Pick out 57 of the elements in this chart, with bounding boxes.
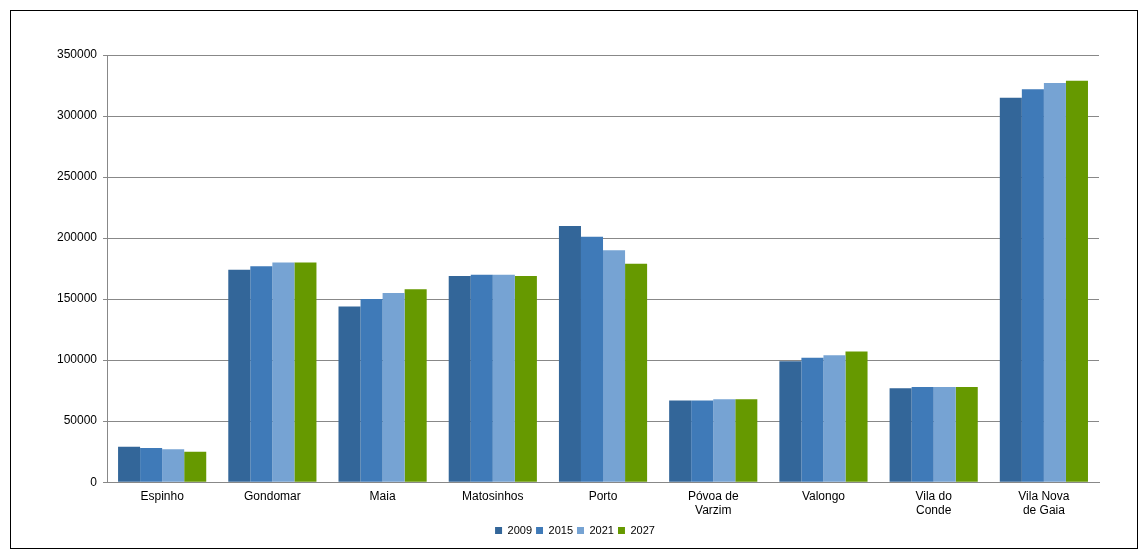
bar xyxy=(779,361,802,482)
bar xyxy=(558,225,581,482)
bar xyxy=(448,275,471,482)
bar xyxy=(580,236,604,482)
bar xyxy=(162,449,185,482)
y-tick-label: 250000 xyxy=(57,169,98,184)
bar xyxy=(184,451,207,482)
bar xyxy=(140,448,163,482)
bar xyxy=(118,446,141,482)
x-tick-label: Vila Nova de Gaia xyxy=(1018,488,1070,518)
y-tick-label: 0 xyxy=(90,474,98,489)
bar xyxy=(625,263,648,482)
y-tick-label: 100000 xyxy=(57,352,98,367)
bar xyxy=(294,262,317,482)
bar xyxy=(999,97,1022,482)
bar xyxy=(1065,80,1088,482)
x-tick-label: Gondomar xyxy=(244,488,301,503)
y-tick-label: 200000 xyxy=(57,230,98,245)
bar xyxy=(470,274,493,482)
y-tick-label: 150000 xyxy=(57,291,98,306)
bar xyxy=(823,355,846,482)
bar xyxy=(360,299,383,482)
bar xyxy=(228,269,251,482)
x-tick-label: Matosinhos xyxy=(462,488,524,503)
bar xyxy=(845,351,868,482)
bar xyxy=(669,400,692,482)
bar xyxy=(801,357,824,482)
bar xyxy=(1021,89,1044,482)
legend-label: 2015 xyxy=(548,523,574,536)
bar xyxy=(514,275,537,482)
legend-label: 2009 xyxy=(507,523,533,536)
legend-label: 2021 xyxy=(589,523,614,536)
y-tick-label: 350000 xyxy=(57,47,98,62)
bar xyxy=(713,399,736,482)
bar xyxy=(911,387,934,482)
bar xyxy=(272,262,295,482)
bar xyxy=(889,388,912,482)
bar xyxy=(382,293,405,482)
x-tick-label: Espinho xyxy=(140,488,185,503)
x-tick-label: Valongo xyxy=(801,488,846,503)
bar xyxy=(735,399,758,482)
bar xyxy=(1043,83,1066,482)
x-tick-label: Póvoa de Varzim xyxy=(687,488,739,518)
bar xyxy=(250,266,273,482)
x-tick-label: Maia xyxy=(369,488,396,503)
bar xyxy=(338,306,361,482)
x-tick-label: Vila do Conde xyxy=(915,488,953,518)
legend-label: 2027 xyxy=(630,523,655,536)
bar xyxy=(955,387,978,482)
y-tick-label: 50000 xyxy=(63,413,98,428)
y-tick-label: 300000 xyxy=(57,108,98,123)
bar xyxy=(933,387,956,482)
bar xyxy=(603,250,626,482)
bar xyxy=(492,274,515,482)
x-tick-label: Porto xyxy=(588,488,618,503)
bar xyxy=(404,289,427,482)
bar xyxy=(691,400,714,482)
